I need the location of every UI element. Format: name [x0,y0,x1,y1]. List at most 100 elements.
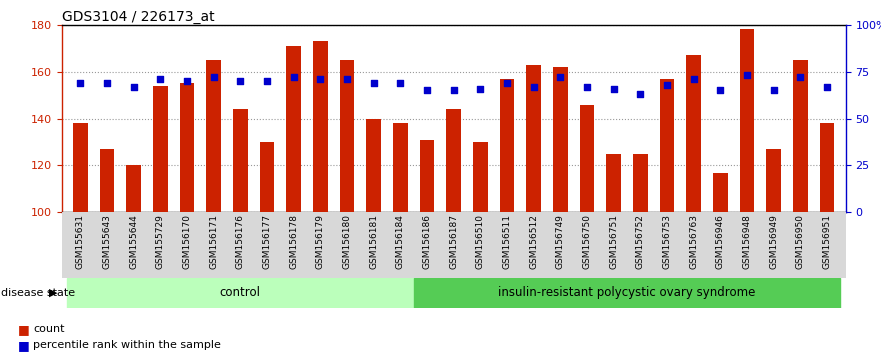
Point [766,87,781,93]
Text: GSM156177: GSM156177 [263,215,271,269]
Point [366,80,381,86]
Bar [67,278,414,308]
Text: ■: ■ [18,339,29,352]
Point [73,80,87,86]
Bar [526,65,541,212]
Text: GSM156951: GSM156951 [823,215,832,269]
Bar [575,214,599,276]
Text: percentile rank within the sample: percentile rank within the sample [33,340,221,350]
Text: count: count [33,324,65,334]
Point [207,74,221,80]
Bar [414,278,840,308]
Bar [362,214,386,276]
Text: GSM156510: GSM156510 [476,215,485,269]
Bar [606,154,621,212]
Bar [633,154,648,212]
Bar [308,214,332,276]
Text: GSM156186: GSM156186 [423,215,432,269]
Point [660,82,674,88]
Point [420,87,434,93]
Text: GSM155644: GSM155644 [130,215,138,269]
Bar [282,214,306,276]
Point [100,80,114,86]
Text: ■: ■ [18,323,29,336]
Bar [260,142,274,212]
Text: GSM156751: GSM156751 [610,215,618,269]
Bar [788,214,812,276]
Bar [175,214,199,276]
Point [314,76,328,82]
Bar [522,214,545,276]
Point [527,84,541,90]
Bar [415,214,439,276]
Point [607,86,621,91]
Text: GSM156949: GSM156949 [769,215,778,269]
Bar [419,140,434,212]
Bar [313,41,328,212]
Bar [495,214,519,276]
Point [447,87,461,93]
Point [180,78,194,84]
Bar [206,60,221,212]
Bar [500,79,515,212]
Point [127,84,141,90]
Bar [286,46,301,212]
Bar [233,109,248,212]
Bar [469,214,492,276]
Bar [815,214,839,276]
Text: GSM156179: GSM156179 [316,215,325,269]
Point [340,76,354,82]
Bar [628,214,653,276]
Bar [393,123,408,212]
Bar [686,55,701,212]
Text: GSM156170: GSM156170 [182,215,191,269]
Bar [255,214,279,276]
Bar [735,214,759,276]
Bar [655,214,679,276]
Point [393,80,407,86]
Point [686,76,700,82]
Bar [708,214,732,276]
Bar [69,214,93,276]
Bar [740,29,754,212]
Text: GSM156180: GSM156180 [343,215,352,269]
Point [286,74,300,80]
Text: GSM156753: GSM156753 [663,215,671,269]
Bar [793,60,808,212]
Text: control: control [220,286,261,299]
Bar [389,214,412,276]
Text: GSM156176: GSM156176 [236,215,245,269]
Bar [441,214,466,276]
Text: GSM156181: GSM156181 [369,215,378,269]
Point [740,73,754,78]
Text: GSM155729: GSM155729 [156,215,165,269]
Bar [602,214,626,276]
Text: GSM155643: GSM155643 [102,215,112,269]
Point [714,87,728,93]
Bar [766,149,781,212]
Point [820,84,834,90]
Text: GDS3104 / 226173_at: GDS3104 / 226173_at [62,10,214,24]
Bar [180,84,195,212]
Bar [122,214,145,276]
Bar [660,79,675,212]
Text: GSM155631: GSM155631 [76,215,85,269]
Bar [340,60,354,212]
Text: GSM156750: GSM156750 [582,215,591,269]
Bar [126,165,141,212]
Bar [713,172,728,212]
Bar [548,214,573,276]
Bar [447,109,461,212]
Bar [366,119,381,212]
Text: GSM156187: GSM156187 [449,215,458,269]
Text: GSM156178: GSM156178 [289,215,298,269]
Point [233,78,248,84]
Point [794,74,808,80]
Point [553,74,567,80]
Bar [473,142,488,212]
Bar [202,214,226,276]
Point [473,86,487,91]
Bar [580,104,595,212]
Point [260,78,274,84]
Bar [819,123,834,212]
